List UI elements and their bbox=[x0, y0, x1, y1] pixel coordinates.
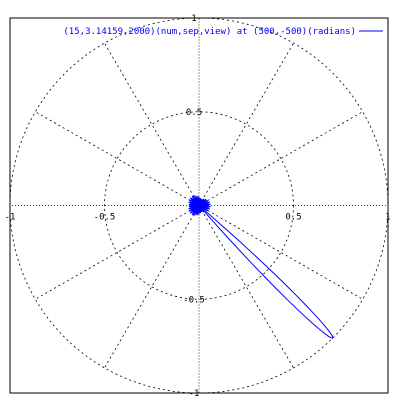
grid-spoke-10 bbox=[198, 205, 294, 369]
grid-spoke-4 bbox=[104, 42, 200, 206]
x-tick-label: 0.5 bbox=[285, 213, 301, 223]
tick-labels: -1 -0.5 0.5 1 1 0.5 -0.5 -1 bbox=[5, 14, 391, 399]
legend: (15,3.14159,2000)(num,sep,view) at (500,… bbox=[63, 27, 383, 37]
grid-spoke-8 bbox=[104, 205, 200, 369]
x-tick-label: 1 bbox=[385, 213, 390, 223]
y-tick-label: -1 bbox=[189, 389, 200, 399]
series-line-0 bbox=[188, 195, 334, 339]
y-tick-label: 1 bbox=[191, 14, 196, 24]
grid-spoke-11 bbox=[198, 205, 363, 300]
y-tick-label: 0.5 bbox=[186, 108, 202, 118]
grid bbox=[9, 17, 389, 394]
grid-circle-0 bbox=[104, 111, 294, 300]
y-tick-label: -0.5 bbox=[183, 295, 205, 305]
x-tick-label: -0.5 bbox=[94, 213, 116, 223]
grid-spoke-5 bbox=[35, 111, 200, 206]
series-group bbox=[188, 195, 334, 339]
grid-spoke-2 bbox=[198, 42, 294, 206]
legend-label: (15,3.14159,2000)(num,sep,view) at (500,… bbox=[63, 27, 356, 37]
x-tick-label: -1 bbox=[5, 213, 16, 223]
grid-spoke-7 bbox=[35, 205, 200, 300]
grid-spoke-1 bbox=[198, 111, 363, 206]
